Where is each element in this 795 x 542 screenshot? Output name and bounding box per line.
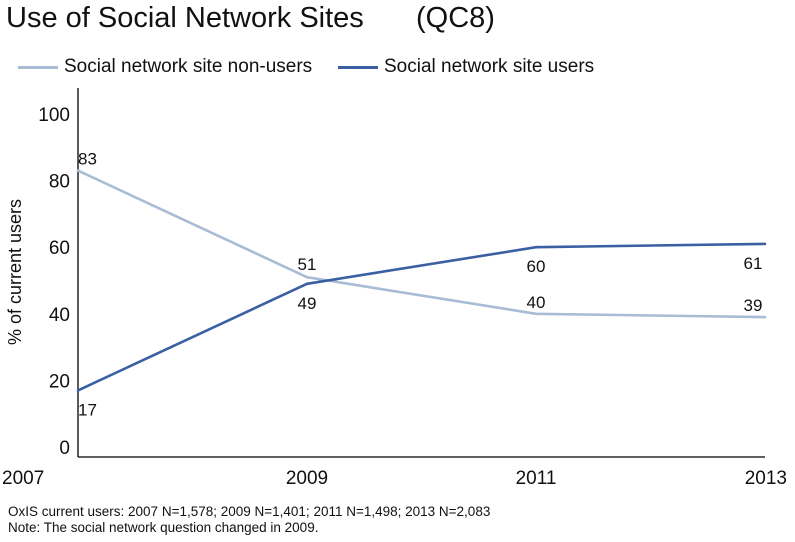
data-point-users-2009 xyxy=(305,282,309,286)
legend-swatch-users xyxy=(338,66,378,69)
data-point-non-users-2011 xyxy=(534,312,538,316)
data-label-non-users-2013: 39 xyxy=(744,296,763,315)
data-label-non-users-2011: 40 xyxy=(527,293,546,312)
y-tick-label-80: 80 xyxy=(49,172,70,193)
line-chart: 0 20 40 60 80 100 2007 2009 2011 2013 % of current… xyxy=(2,88,787,489)
note-sample-sizes: OxIS current users: 2007 N=1,578; 2009 N… xyxy=(8,504,491,519)
chart-title: Use of Social Network Sites (QC8) xyxy=(6,2,495,35)
data-point-users-2011 xyxy=(534,245,538,249)
note-question-change: Note: The social network question change… xyxy=(8,520,319,535)
y-axis-label: % of current users xyxy=(5,199,25,345)
series-line-users xyxy=(77,242,766,392)
x-tick-label-2013: 2013 xyxy=(745,468,787,489)
data-label-users-2007: 17 xyxy=(78,400,97,419)
y-tick-label-40: 40 xyxy=(49,305,70,326)
y-tick-label-0: 0 xyxy=(59,438,70,459)
chart-notes: OxIS current users: 2007 N=1,578; 2009 N… xyxy=(8,504,490,536)
data-point-users-2013 xyxy=(763,242,767,246)
data-point-non-users-2007 xyxy=(76,169,80,172)
data-label-non-users-2007: 83 xyxy=(78,150,97,169)
y-tick-label-100: 100 xyxy=(38,105,70,126)
data-point-users-2007 xyxy=(76,389,80,392)
data-label-users-2013: 61 xyxy=(744,254,763,273)
y-tick-label-60: 60 xyxy=(49,238,70,259)
legend-label-users: Social network site users xyxy=(384,56,595,77)
data-label-users-2009: 49 xyxy=(298,294,317,313)
legend-swatch-non-users xyxy=(18,66,58,69)
data-label-non-users-2009: 51 xyxy=(298,255,317,274)
series-line-non-users xyxy=(77,169,766,319)
y-tick-label-20: 20 xyxy=(49,371,70,392)
data-point-non-users-2013 xyxy=(763,315,767,319)
x-tick-label-2009: 2009 xyxy=(286,468,328,489)
chart-title-text: Use of Social Network Sites xyxy=(6,2,364,34)
legend-label-non-users: Social network site non-users xyxy=(64,56,313,77)
x-tick-label-2007: 2007 xyxy=(2,468,44,489)
data-label-users-2011: 60 xyxy=(527,257,546,276)
data-point-non-users-2009 xyxy=(305,275,309,279)
x-tick-label-2011: 2011 xyxy=(516,468,557,489)
question-code: (QC8) xyxy=(416,2,495,34)
